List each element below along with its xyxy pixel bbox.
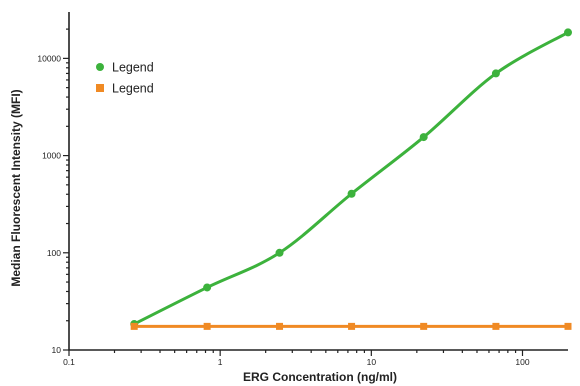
series-1-point: [203, 283, 212, 292]
series-2-point: [348, 322, 356, 330]
series-2-point: [130, 322, 138, 330]
series-1-point: [275, 248, 284, 257]
y-tick-label: 100: [47, 248, 61, 258]
legend-marker-1: [96, 63, 104, 71]
series-1-line: [133, 31, 569, 326]
series-layer: [130, 28, 572, 330]
legend-label-1: Legend: [112, 61, 154, 75]
x-tick-label: 100: [515, 357, 529, 367]
x-tick-label: 10: [367, 357, 377, 367]
series-1-point: [491, 69, 500, 78]
legend-label-2: Legend: [112, 82, 154, 96]
legend: Legend Legend: [96, 61, 154, 96]
axes: 0.1 1 10 100 10 100 1000 10000: [37, 12, 568, 367]
series-2-point: [420, 322, 428, 330]
series-2-point: [276, 322, 284, 330]
series-1-point: [419, 133, 428, 142]
x-axis-title: ERG Concentration (ng/ml): [243, 370, 397, 384]
y-axis-title: Median Fluorescent Intensity (MFI): [9, 89, 23, 286]
y-tick-label: 1000: [42, 151, 61, 161]
legend-marker-2: [96, 84, 104, 92]
series-2-point: [564, 322, 572, 330]
y-tick-label: 10: [52, 345, 62, 355]
series-2-point: [203, 322, 211, 330]
series-1-point: [564, 28, 572, 37]
series-2-point: [492, 322, 500, 330]
series-1-point: [347, 189, 356, 198]
x-tick-label: 1: [218, 357, 223, 367]
y-tick-label: 10000: [37, 53, 61, 63]
x-tick-label: 0.1: [63, 357, 75, 367]
